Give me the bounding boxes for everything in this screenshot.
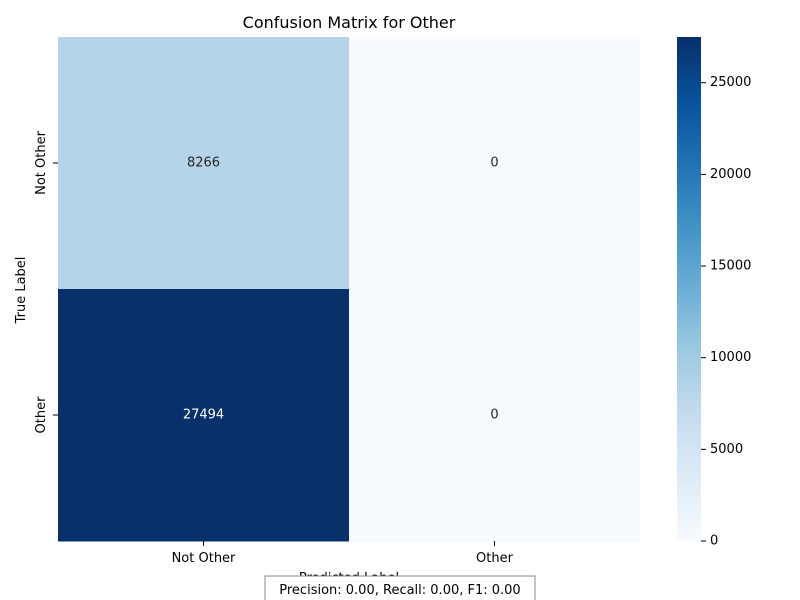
colorbar xyxy=(677,37,701,541)
cell-value-label: 27494 xyxy=(183,408,224,423)
y-axis-label: True Label xyxy=(14,257,29,325)
metrics-text: Precision: 0.00, Recall: 0.00, F1: 0.00 xyxy=(279,583,520,598)
colorbar-tick-label: 0 xyxy=(710,534,718,549)
colorbar-tick-label: 25000 xyxy=(710,75,751,90)
colorbar-tick-label: 20000 xyxy=(710,167,751,182)
cell-value-label: 0 xyxy=(490,408,498,423)
y-tick-label: Other xyxy=(34,396,49,434)
colorbar-ticks: 0 5000 10000 15000 20000 25000 xyxy=(701,75,751,549)
colorbar-tick-label: 5000 xyxy=(710,442,743,457)
colorbar-tick-label: 15000 xyxy=(710,259,751,274)
heatmap-cells xyxy=(58,37,641,542)
cell-value-label: 0 xyxy=(490,156,498,171)
x-tick-label: Other xyxy=(476,551,514,566)
heatmap-cell-other-other xyxy=(349,289,641,542)
heatmap-cell-labels: 8266 0 27494 0 xyxy=(183,156,499,423)
cell-value-label: 8266 xyxy=(187,156,220,171)
colorbar-tick-label: 10000 xyxy=(710,350,751,365)
x-tick-label: Not Other xyxy=(172,551,236,566)
metrics-box xyxy=(264,575,536,600)
heatmap-cell-not-other-not-other xyxy=(58,37,350,290)
y-tick-label: Not Other xyxy=(34,130,49,194)
chart-title: Confusion Matrix for Other xyxy=(243,13,456,32)
x-axis-ticks: Not Other Other xyxy=(172,541,514,566)
heatmap-cell-not-other-other xyxy=(349,37,641,290)
y-axis-ticks: Not Other Other xyxy=(34,130,58,433)
heatmap-cell-other-not-other xyxy=(58,289,350,542)
